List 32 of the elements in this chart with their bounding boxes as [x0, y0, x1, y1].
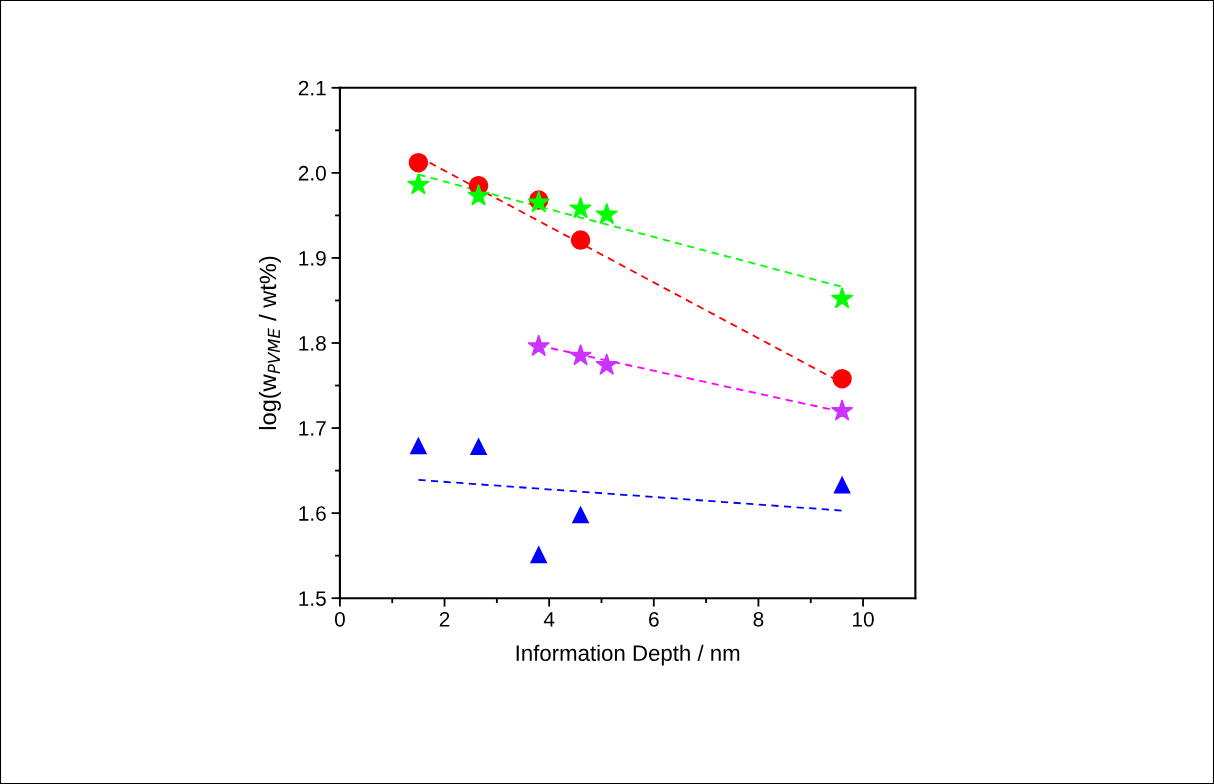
text: 2.0 [298, 165, 326, 181]
point [527, 334, 550, 357]
x-tick-label: 4 [543, 612, 555, 627]
point [407, 172, 430, 195]
y-tick-label: 1.8 [299, 336, 326, 351]
x-tick-label: 10 [853, 611, 874, 627]
point [410, 437, 427, 455]
y-tick-label: 1.7 [299, 421, 326, 436]
x-tick-label: 0 [334, 611, 345, 627]
point [570, 230, 591, 250]
point [470, 438, 487, 456]
point [569, 343, 592, 366]
y-tick-label: 1.9 [299, 250, 326, 266]
x-tick-label: 6 [649, 611, 659, 627]
y-tick-label: 1.5 [299, 591, 326, 606]
y-tick-label: 2.1 [298, 80, 326, 96]
point [830, 399, 854, 421]
x-axis-title: Information Depth / nm [516, 644, 740, 666]
point [530, 546, 548, 564]
y-axis-title: log(w$_{PVME}$ / wt%) [258, 256, 281, 430]
y-tick-label: 1.6 [299, 506, 326, 521]
x-tick-label: 2 [439, 611, 450, 627]
point [833, 476, 851, 494]
point [595, 353, 618, 375]
x-tick-label: 8 [753, 611, 764, 627]
point [569, 196, 592, 219]
point [832, 369, 852, 389]
point [408, 152, 429, 173]
point [830, 286, 854, 309]
point [467, 184, 490, 206]
point [595, 202, 618, 225]
point [572, 506, 589, 524]
